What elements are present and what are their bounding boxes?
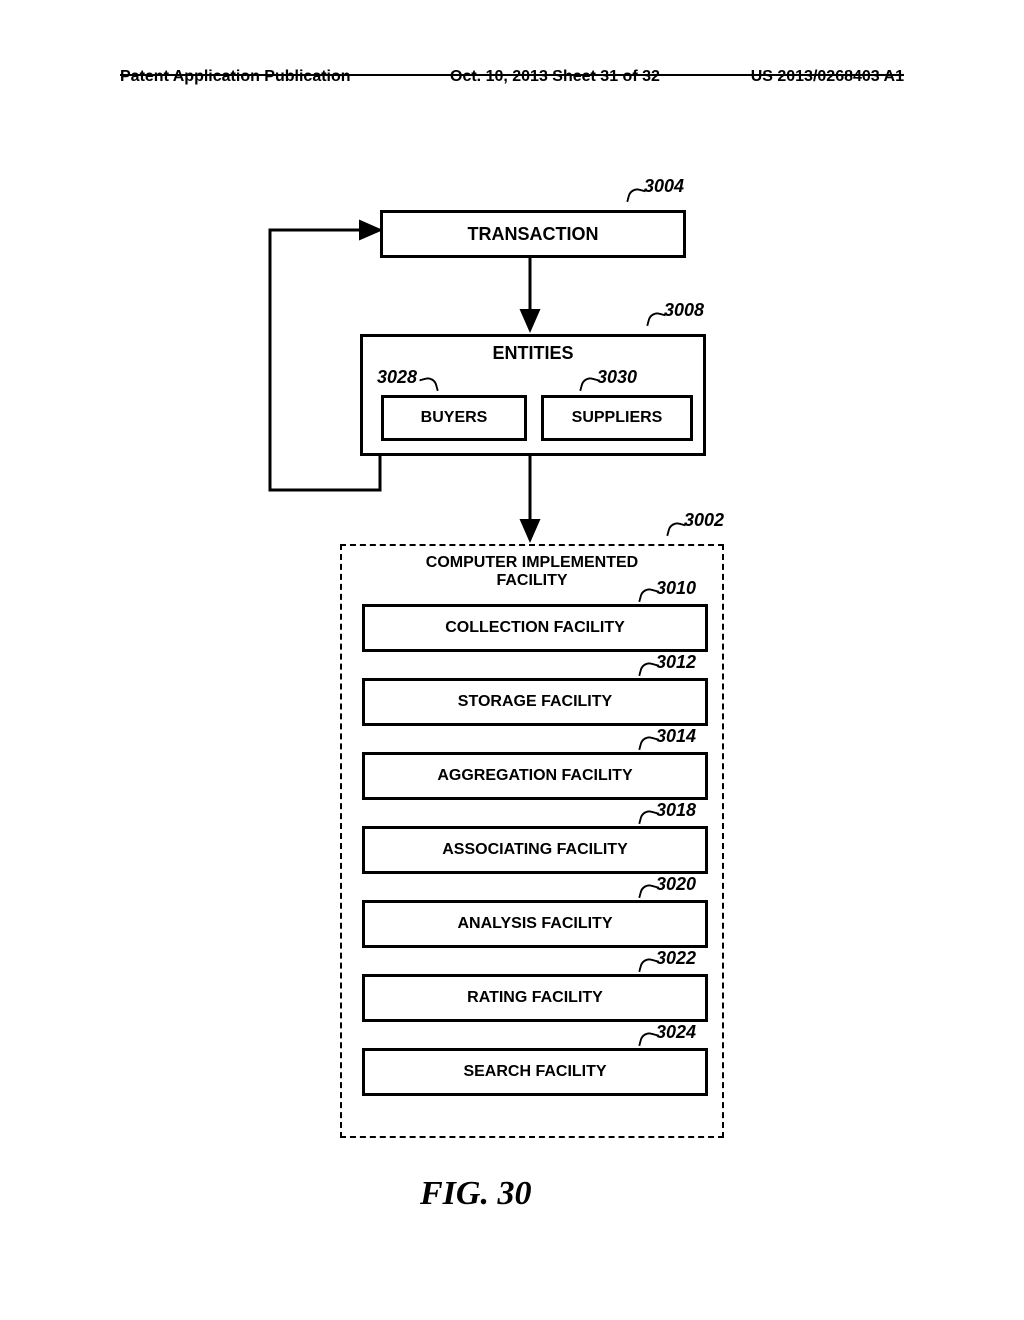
header-right: US 2013/0268403 A1 bbox=[751, 68, 904, 86]
entities-box: ENTITIES 3028 3030 BUYERS SUPPLIERS bbox=[360, 334, 706, 456]
facility-item-ref: 3012 bbox=[656, 652, 696, 673]
ref-hook bbox=[638, 734, 658, 754]
facility-item-ref: 3020 bbox=[656, 874, 696, 895]
transaction-ref: 3004 bbox=[644, 176, 684, 197]
facility-item: ASSOCIATING FACILITY bbox=[362, 826, 708, 874]
facility-item: RATING FACILITY bbox=[362, 974, 708, 1022]
header-mid: Oct. 10, 2013 Sheet 31 of 32 bbox=[450, 68, 660, 86]
facility-item: STORAGE FACILITY bbox=[362, 678, 708, 726]
facility-item: SEARCH FACILITY bbox=[362, 1048, 708, 1096]
facility-ref: 3002 bbox=[684, 510, 724, 531]
facility-item: COLLECTION FACILITY bbox=[362, 604, 708, 652]
facility-item-ref: 3010 bbox=[656, 578, 696, 599]
suppliers-ref: 3030 bbox=[597, 367, 637, 388]
page: Patent Application Publication Oct. 10, … bbox=[0, 0, 1024, 1320]
figure-caption: FIG. 30 bbox=[420, 1175, 531, 1213]
ref-hook bbox=[579, 375, 599, 395]
diagram: TRANSACTION 3004 ENTITIES 3028 3030 BUYE… bbox=[240, 200, 760, 1160]
ref-hook bbox=[638, 808, 658, 828]
facility-item-ref: 3022 bbox=[656, 948, 696, 969]
page-header: Patent Application Publication Oct. 10, … bbox=[120, 68, 904, 76]
ref-hook bbox=[638, 956, 658, 976]
entities-ref: 3008 bbox=[664, 300, 704, 321]
ref-hook bbox=[419, 375, 439, 395]
ref-hook bbox=[638, 660, 658, 680]
facility-container: COMPUTER IMPLEMENTED FACILITY 3010 COLLE… bbox=[340, 544, 724, 1138]
ref-hook bbox=[638, 1030, 658, 1050]
buyers-box: BUYERS bbox=[381, 395, 527, 441]
ref-hook bbox=[638, 882, 658, 902]
header-left: Patent Application Publication bbox=[120, 68, 351, 86]
buyers-ref: 3028 bbox=[377, 367, 417, 388]
suppliers-box: SUPPLIERS bbox=[541, 395, 693, 441]
entities-title: ENTITIES bbox=[363, 343, 703, 364]
facility-item: AGGREGATION FACILITY bbox=[362, 752, 708, 800]
facility-item: ANALYSIS FACILITY bbox=[362, 900, 708, 948]
facility-item-ref: 3018 bbox=[656, 800, 696, 821]
facility-item-ref: 3024 bbox=[656, 1022, 696, 1043]
facility-item-ref: 3014 bbox=[656, 726, 696, 747]
transaction-box: TRANSACTION bbox=[380, 210, 686, 258]
